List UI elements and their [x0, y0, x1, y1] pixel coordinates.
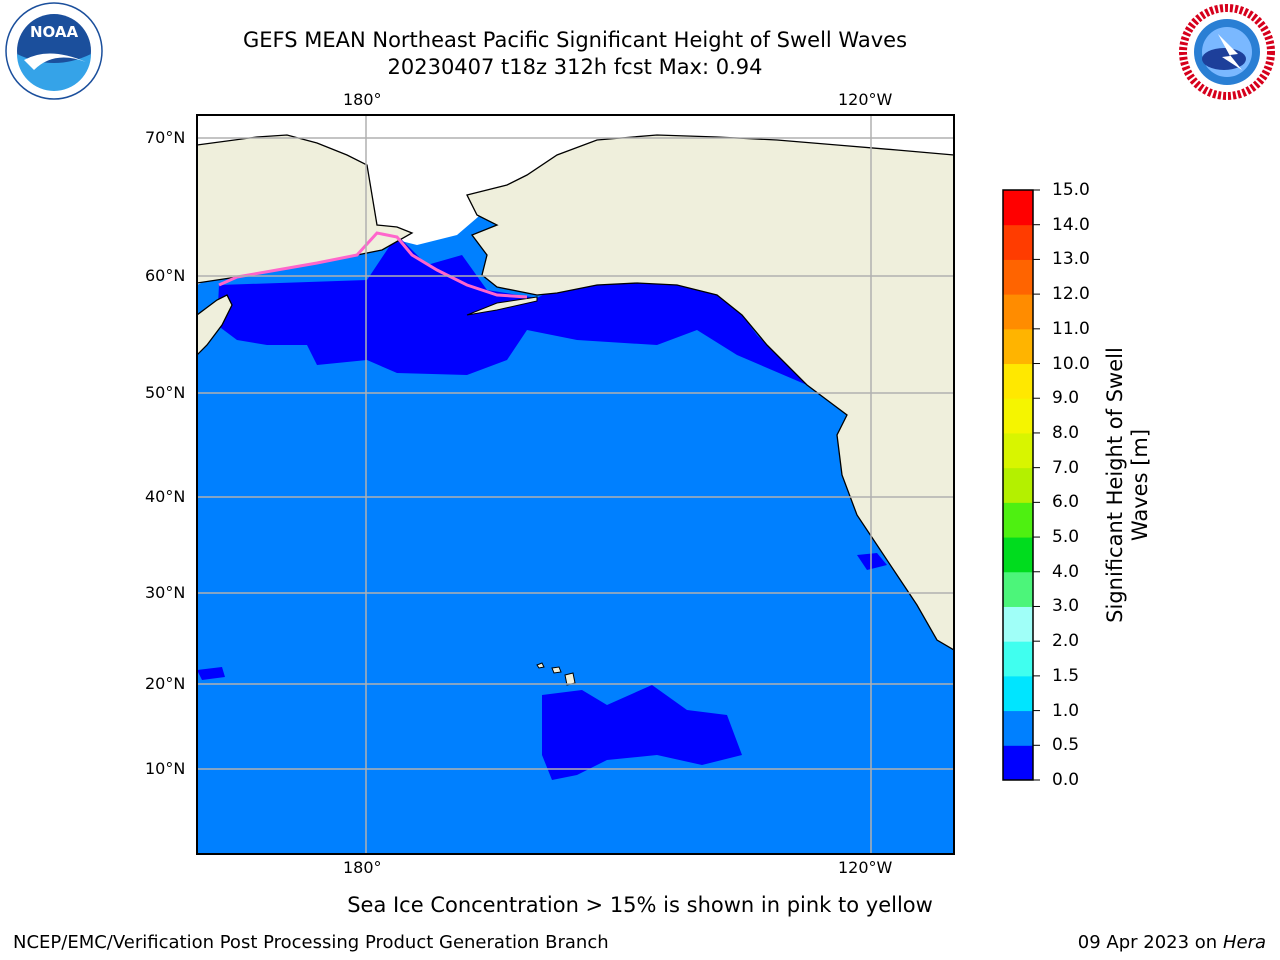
noaa-logo-text: NOAA: [30, 23, 79, 41]
low-swell-north: [217, 235, 807, 385]
colorbar-tick-label: 2.0: [1052, 631, 1080, 652]
colorbar-swatch: [1003, 328, 1033, 365]
colorbar-swatch: [1003, 745, 1033, 781]
colorbar-swatch: [1003, 294, 1033, 330]
colorbar-swatch: [1003, 190, 1033, 226]
ice-edge: [218, 231, 528, 299]
colorbar-tick-label: 0.5: [1052, 735, 1080, 756]
colorbar-tick-label: 15.0: [1052, 180, 1090, 200]
colorbar: [1002, 189, 1040, 781]
lon-tick-bottom-1: 180°: [343, 858, 382, 877]
colorbar-tick-label: 1.5: [1052, 665, 1080, 686]
colorbar-label-line1: Significant Height of Swell: [1103, 347, 1127, 623]
lat-tick-20: 20°N: [145, 674, 186, 693]
colorbar-swatch: [1003, 398, 1033, 434]
lat-tick-30: 30°N: [145, 583, 186, 602]
colorbar-tick-label: 14.0: [1052, 214, 1090, 235]
colorbar-swatch: [1003, 502, 1033, 538]
lat-tick-40: 40°N: [145, 487, 186, 506]
lat-tick-70: 70°N: [145, 128, 186, 147]
credit-text: NCEP/EMC/Verification Post Processing Pr…: [13, 932, 609, 953]
graticule: [197, 115, 954, 854]
lat-tick-10: 10°N: [145, 759, 186, 778]
colorbar-swatch: [1003, 710, 1033, 746]
lon-tick-top-1: 180°: [343, 90, 382, 109]
colorbar-swatch: [1003, 224, 1033, 260]
colorbar-swatch: [1003, 675, 1033, 712]
lon-tick-bottom-2: 120°W: [838, 858, 893, 877]
colorbar-tick-label: 3.0: [1052, 596, 1080, 617]
colorbar-tick-label: 11.0: [1052, 318, 1090, 339]
colorbar-swatch: [1003, 467, 1033, 503]
ice-region: [197, 115, 954, 285]
hawaii-islands: [536, 662, 576, 686]
colorbar-tick-label: 9.0: [1052, 388, 1080, 409]
colorbar-swatch: [1003, 259, 1033, 295]
sea-ice-note: Sea Ice Concentration > 15% is shown in …: [347, 893, 933, 917]
date-text: 09 Apr 2023 on: [1077, 932, 1223, 953]
lon-tick-top-2: 120°W: [838, 90, 893, 109]
colorbar-swatch: [1003, 537, 1033, 573]
colorbar-tick-label: 7.0: [1052, 457, 1080, 478]
low-swell-hawaii: [542, 685, 742, 780]
nws-logo: [1179, 4, 1275, 100]
colorbar-swatch: [1003, 571, 1033, 607]
low-swell-small: [197, 667, 225, 680]
colorbar-tick-label: 12.0: [1052, 284, 1090, 305]
colorbar-swatch: [1003, 432, 1033, 469]
colorbar-tick-label: 0.0: [1052, 770, 1080, 790]
colorbar-tick-label: 4.0: [1052, 561, 1080, 582]
colorbar-tick-label: 6.0: [1052, 492, 1080, 513]
colorbar-swatch: [1003, 641, 1033, 677]
lat-tick-60: 60°N: [145, 266, 186, 285]
colorbar-tick-label: 13.0: [1052, 249, 1090, 270]
noaa-logo: NOAA: [5, 2, 103, 100]
chart-title: GEFS MEAN Northeast Pacific Significant …: [242, 28, 908, 52]
chart-subtitle: 20230407 t18z 312h fcst Max: 0.94: [387, 55, 763, 79]
colorbar-tick-label: 5.0: [1052, 527, 1080, 548]
colorbar-tick-label: 1.0: [1052, 700, 1080, 721]
map: [196, 114, 955, 855]
colorbar-swatch: [1003, 363, 1033, 399]
lat-tick-50: 50°N: [145, 383, 186, 402]
colorbar-label-line2: Waves [m]: [1128, 428, 1152, 542]
colorbar-swatch: [1003, 606, 1033, 642]
colorbar-tick-label: 8.0: [1052, 422, 1080, 443]
colorbar-tick-label: 10.0: [1052, 353, 1090, 374]
date-stamp: 09 Apr 2023 on Hera: [1078, 933, 1266, 953]
colorbar-label: Significant Height of Swell Waves [m]: [1103, 315, 1153, 655]
host-name: Hera: [1222, 932, 1266, 953]
